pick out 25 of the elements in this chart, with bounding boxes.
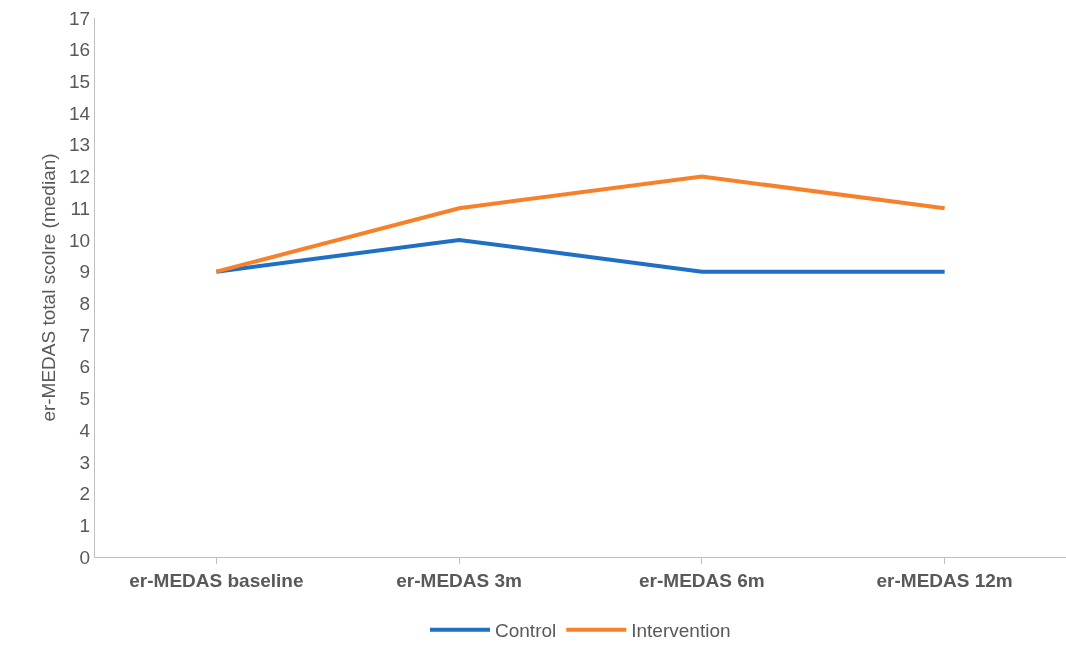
y-tick-label: 4	[79, 419, 91, 441]
legend-label: Intervention	[631, 620, 731, 642]
y-tick-label: 15	[69, 71, 91, 93]
y-tick-label: 16	[69, 39, 91, 61]
y-tick-label: 1	[79, 514, 91, 536]
y-tick-label: 2	[79, 483, 91, 505]
x-tick-label: er-MEDAS 6m	[639, 569, 765, 591]
y-tick-label: 8	[79, 293, 91, 314]
y-tick-label: 13	[69, 134, 91, 156]
y-axis-title: er-MEDAS total scolre (median)	[37, 153, 59, 422]
y-tick-label: 17	[69, 7, 91, 29]
y-tick-label: 7	[79, 324, 91, 346]
y-tick-label: 9	[79, 261, 91, 283]
legend-label: Control	[495, 620, 557, 642]
y-tick-label: 6	[79, 356, 91, 378]
y-tick-label: 10	[69, 229, 91, 251]
x-tick-label: er-MEDAS 12m	[876, 569, 1013, 591]
y-tick-label: 3	[79, 451, 91, 473]
y-tick-label: 14	[69, 102, 91, 124]
x-tick-label: er-MEDAS 3m	[396, 569, 522, 591]
y-tick-label: 12	[69, 166, 91, 188]
y-tick-label: 5	[79, 388, 91, 410]
y-tick-label: 11	[70, 197, 91, 219]
x-tick-label: er-MEDAS baseline	[129, 569, 304, 591]
y-tick-label: 0	[79, 546, 91, 568]
